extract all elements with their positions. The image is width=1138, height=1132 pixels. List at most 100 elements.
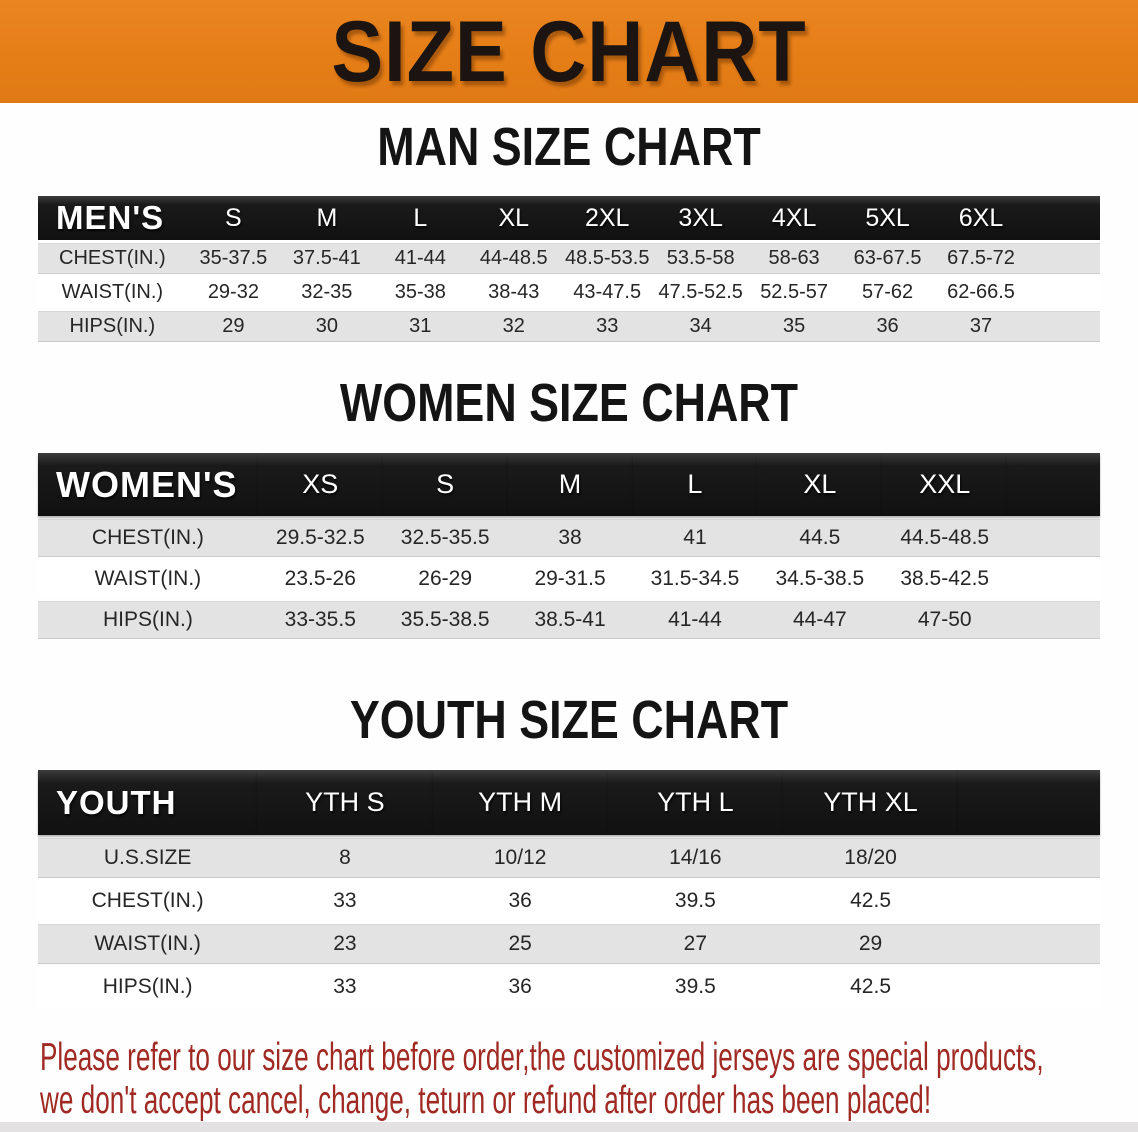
size-value-cell: 36 (840, 311, 935, 342)
women-section-heading-text: WOMEN SIZE CHART (339, 373, 799, 433)
bottom-strip (0, 1122, 1138, 1132)
measurement-row-label: WAIST(IN.) (38, 277, 187, 308)
size-value-cell: 58-63 (747, 243, 841, 274)
size-value-cell: 29.5-32.5 (257, 519, 383, 557)
size-value-cell: 26-29 (382, 560, 508, 598)
page-title: SIZE CHART (331, 2, 807, 100)
measurement-row-label: WAIST(IN.) (38, 924, 258, 964)
size-value-cell: 39.5 (607, 967, 783, 1007)
youth-size-table: YOUTH YTH S YTH M YTH L YTH XL U.S.SIZE 8 10/12… (38, 767, 1100, 1010)
row-spacer (1027, 311, 1100, 342)
size-value-cell: 62-66.5 (934, 277, 1028, 308)
size-value-cell: 30 (280, 311, 374, 342)
size-value-cell: 27 (607, 924, 783, 964)
size-table-header-row: YOUTH YTH S YTH M YTH L YTH XL (38, 770, 1100, 835)
size-value-cell: 25 (432, 924, 608, 964)
size-column-header: 3XL (653, 196, 748, 240)
disclaimer-line-1: Please refer to our size chart before or… (40, 1036, 1044, 1079)
size-value-cell: 42.5 (782, 967, 959, 1007)
size-value-cell: 29-32 (186, 277, 281, 308)
size-value-cell: 42.5 (782, 881, 959, 921)
measurement-row-label: CHEST(IN.) (38, 243, 187, 274)
size-value-cell: 47-50 (882, 601, 1008, 639)
row-spacer (1007, 601, 1100, 639)
table-group-label: MEN'S (38, 196, 187, 240)
size-value-cell: 33-35.5 (257, 601, 383, 639)
measurement-row-label: HIPS(IN.) (38, 967, 258, 1007)
size-value-cell: 67.5-72 (934, 243, 1028, 274)
size-value-cell: 32 (467, 311, 561, 342)
size-column-header: S (382, 453, 508, 516)
size-column-header: YTH M (432, 770, 608, 835)
size-value-cell: 35.5-38.5 (382, 601, 508, 639)
table-group-label: YOUTH (38, 770, 258, 835)
size-value-cell: 33 (560, 311, 654, 342)
size-value-cell: 44-47 (757, 601, 883, 639)
size-value-cell: 31 (373, 311, 468, 342)
size-value-cell: 10/12 (432, 838, 608, 878)
size-value-cell: 38-43 (467, 277, 561, 308)
size-column-header: M (507, 453, 633, 516)
measurement-row: U.S.SIZE 8 10/12 14/16 18/20 (38, 838, 1100, 878)
row-spacer (1027, 243, 1100, 274)
women-size-table: WOMEN'S XS S M L XL XXL CHEST(IN.) 29.5-32.5 32.5… (38, 450, 1100, 642)
row-spacer (1007, 519, 1100, 557)
size-value-cell: 41-44 (632, 601, 758, 639)
size-value-cell: 35-37.5 (186, 243, 281, 274)
measurement-row: WAIST(IN.) 29-32 32-35 35-38 38-43 43-47.5 47.… (38, 277, 1100, 308)
row-spacer (958, 881, 1100, 921)
men-section-heading-text: MAN SIZE CHART (377, 117, 761, 177)
size-column-header: 5XL (840, 196, 935, 240)
size-value-cell: 36 (432, 967, 608, 1007)
size-value-cell: 37 (934, 311, 1028, 342)
size-value-cell: 38.5-42.5 (882, 560, 1008, 598)
measurement-row-label: WAIST(IN.) (38, 560, 258, 598)
size-column-header: XS (257, 453, 383, 516)
size-column-header: YTH S (257, 770, 433, 835)
table-group-label: WOMEN'S (38, 453, 258, 516)
size-column-header: 6XL (934, 196, 1028, 240)
size-value-cell: 23 (257, 924, 433, 964)
size-column-header: YTH XL (782, 770, 959, 835)
banner: SIZE CHART (0, 0, 1138, 103)
size-value-cell: 63-67.5 (840, 243, 935, 274)
size-value-cell: 31.5-34.5 (632, 560, 758, 598)
size-value-cell: 47.5-52.5 (653, 277, 748, 308)
size-column-header: L (632, 453, 758, 516)
measurement-row-label: HIPS(IN.) (38, 311, 187, 342)
measurement-row-label: CHEST(IN.) (38, 519, 258, 557)
size-value-cell: 44-48.5 (467, 243, 561, 274)
disclaimer-line-2: we don't accept cancel, change, teturn o… (40, 1079, 932, 1122)
size-value-cell: 33 (257, 881, 433, 921)
size-value-cell: 38 (507, 519, 633, 557)
size-column-header: S (186, 196, 281, 240)
measurement-row-label: U.S.SIZE (38, 838, 258, 878)
size-value-cell: 35-38 (373, 277, 468, 308)
size-value-cell: 33 (257, 967, 433, 1007)
measurement-row: CHEST(IN.) 35-37.5 37.5-41 41-44 44-48.5 48.5… (38, 243, 1100, 274)
row-spacer (1007, 560, 1100, 598)
size-column-header: XXL (882, 453, 1008, 516)
size-column-header: XL (467, 196, 561, 240)
men-size-table: MEN'S S M L XL 2XL 3XL 4XL 5XL 6XL CHEST(IN.) 35-37… (38, 193, 1100, 345)
size-value-cell: 44.5 (757, 519, 883, 557)
size-table-header-row: WOMEN'S XS S M L XL XXL (38, 453, 1100, 516)
size-value-cell: 35 (747, 311, 841, 342)
size-value-cell: 38.5-41 (507, 601, 633, 639)
header-spacer (1007, 453, 1100, 516)
header-spacer (958, 770, 1100, 835)
size-value-cell: 29 (782, 924, 959, 964)
measurement-row: HIPS(IN.) 29 30 31 32 33 34 35 36 37 (38, 311, 1100, 342)
size-value-cell: 32.5-35.5 (382, 519, 508, 557)
size-column-header: XL (757, 453, 883, 516)
size-value-cell: 34 (653, 311, 748, 342)
measurement-row: HIPS(IN.) 33-35.5 35.5-38.5 38.5-41 41-44 44-… (38, 601, 1100, 639)
measurement-row: WAIST(IN.) 23.5-26 26-29 29-31.5 31.5-34.5 34… (38, 560, 1100, 598)
measurement-row-label: CHEST(IN.) (38, 881, 258, 921)
size-value-cell: 43-47.5 (560, 277, 654, 308)
size-value-cell: 53.5-58 (653, 243, 748, 274)
size-value-cell: 32-35 (280, 277, 374, 308)
size-value-cell: 41 (632, 519, 758, 557)
size-value-cell: 36 (432, 881, 608, 921)
measurement-row-label: HIPS(IN.) (38, 601, 258, 639)
